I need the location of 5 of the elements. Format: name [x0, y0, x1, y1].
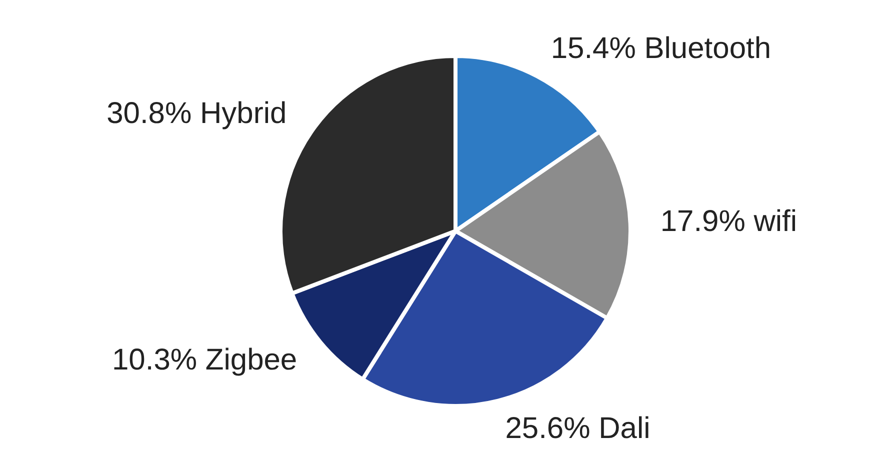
slice-label: 25.6% Dali [505, 412, 650, 446]
slice-label: 10.3% Zigbee [112, 343, 298, 376]
slice-label: 17.9% wifi [660, 204, 798, 238]
slice-label: 15.4% Bluetooth [550, 32, 772, 65]
slice-label: 30.8% Hybrid [106, 96, 287, 130]
